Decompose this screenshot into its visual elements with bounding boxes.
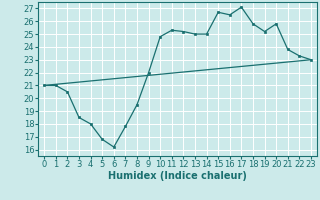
X-axis label: Humidex (Indice chaleur): Humidex (Indice chaleur) [108, 171, 247, 181]
